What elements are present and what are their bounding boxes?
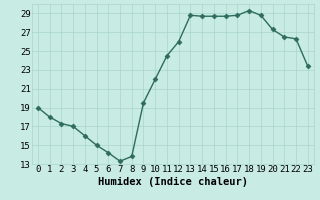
- X-axis label: Humidex (Indice chaleur): Humidex (Indice chaleur): [98, 177, 248, 187]
